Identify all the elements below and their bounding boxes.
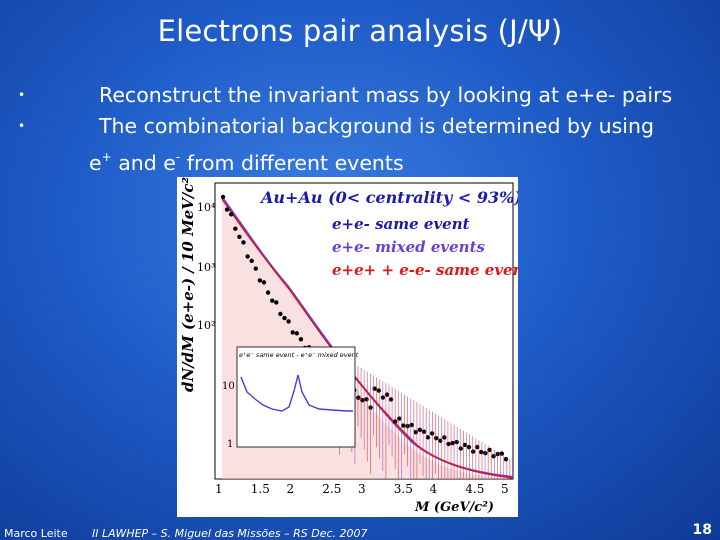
x-tick-label: 1.5 [251,482,270,496]
bullet-item: • The combinatorial background is determ… [8,111,708,142]
marker [261,280,267,285]
marker [397,416,402,421]
marker [220,194,226,200]
marker [401,423,406,428]
marker [421,429,427,434]
bullet-text: Reconstruct the invariant mass by lookin… [99,83,673,107]
marker [409,422,414,428]
marker [241,240,246,245]
marker [237,234,242,240]
slide-title: Electrons pair analysis (J/Ψ) [157,14,563,48]
x-tick-label: 4.5 [465,482,484,496]
x-tick-label: 2.5 [322,482,341,496]
marker [257,278,263,283]
marker [454,439,459,445]
marker [458,446,463,451]
marker [224,207,230,212]
marker [450,440,455,446]
x-tick-label: 4 [430,482,438,496]
marker [364,397,369,402]
mass-spectrum-plot: Au+Au (0< centrality < 93%) e+e- same ev… [179,177,518,515]
bullet-dot-icon: • [18,88,26,102]
marker [384,392,390,397]
marker [434,435,439,441]
x-tick-label: 3.5 [394,482,413,496]
legend-like-sign: e+e+ + e-e- same event [332,261,518,279]
marker [253,266,258,271]
footer-event: II LAWHEP – S. Miguel das Missões – RS D… [92,527,368,540]
y-axis-label: dN/dM (e+e-) / 10 MeV/c² [179,177,197,392]
inset-plot: e⁺e⁻ same event - e⁺e⁻ mixed event 10 1 [222,346,359,450]
bullet-text: The combinatorial background is determin… [99,114,655,138]
marker [265,290,271,295]
inset-title: e⁺e⁻ same event - e⁺e⁻ mixed event [239,351,359,359]
y-tick-label: 10³ [197,261,215,274]
x-tick-label: 2 [287,482,295,496]
y-tick-label: 10⁴ [197,201,216,214]
marker [298,337,304,342]
footer-author: Marco Leite [4,527,68,540]
marker [245,254,250,259]
marker [282,315,287,321]
marker [270,298,275,303]
bullet-item: • Reconstruct the invariant mass by look… [8,80,708,111]
inset-y-tick: 1 [227,439,233,450]
marker [376,388,381,393]
marker [286,319,291,324]
marker [442,435,447,440]
x-tick-label: 3 [358,482,366,496]
y-tick-label: 10² [197,319,215,332]
marker [294,331,299,336]
legend-mixed-events: e+e- mixed events [332,238,486,256]
marker [466,444,472,450]
marker [229,212,234,217]
marker [479,449,484,455]
marker [446,441,451,447]
inset-y-tick: 10 [222,381,235,392]
mass-spectrum-figure: Au+Au (0< centrality < 93%) e+e- same ev… [177,177,518,517]
x-axis-label: M (GeV/c²) [414,500,494,515]
x-tick-label: 1 [215,482,223,496]
marker [503,456,509,462]
marker [278,311,283,317]
legend-same-event: e+e- same event [332,215,470,233]
marker [388,397,394,402]
bullet-list: • Reconstruct the invariant mass by look… [8,80,708,179]
inset-signal-curve [240,374,353,412]
marker [491,454,496,459]
bullet-dot-icon: • [18,119,26,133]
page-number: 18 [692,522,712,538]
marker [274,300,279,305]
marker [233,226,238,231]
marker [249,258,254,263]
figure-title: Au+Au (0< centrality < 93%) [259,188,518,207]
marker [290,330,295,335]
bullet-continuation: e+ and e- from different events [89,150,404,175]
x-tick-label: 5 [501,482,509,496]
